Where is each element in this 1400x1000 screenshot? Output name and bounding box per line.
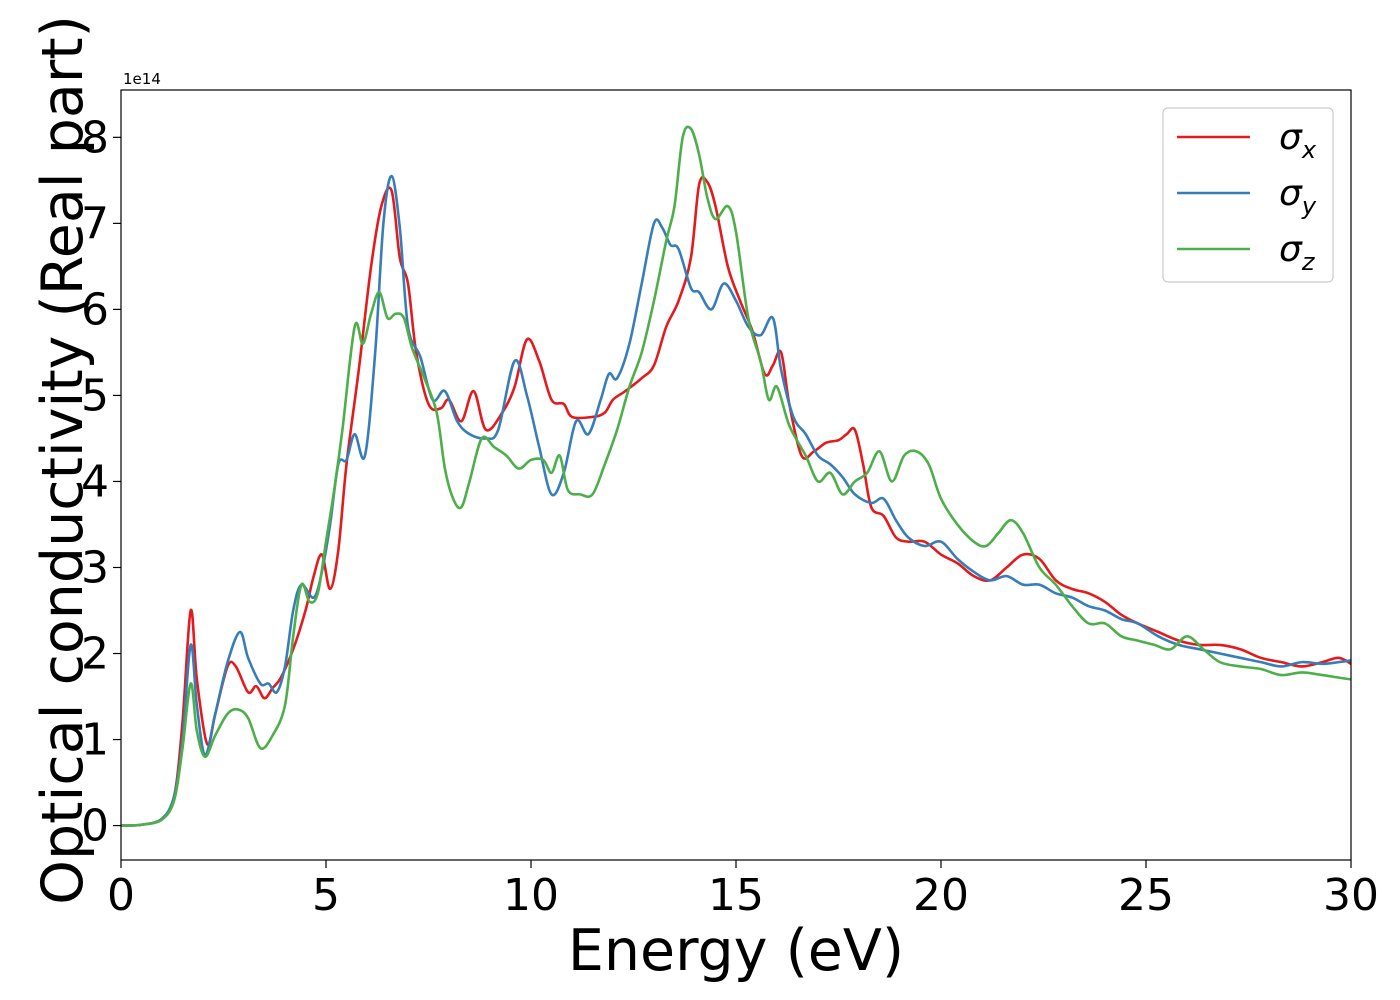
x-tick-label: 30 xyxy=(1323,870,1379,921)
y-tick-label: 5 xyxy=(81,370,109,421)
y-tick-label: 6 xyxy=(81,284,109,335)
y-tick-label: 7 xyxy=(81,198,109,249)
x-axis-title: Energy (eV) xyxy=(568,918,904,984)
x-tick-label: 5 xyxy=(312,870,340,921)
ticks-layer: 0 5 10 15 20 25 30 0 1 2 3 4 5 6 7 8 xyxy=(81,112,1379,921)
y-tick-label: 8 xyxy=(81,112,109,163)
series-line-y xyxy=(121,174,1351,827)
y-tick-label: 2 xyxy=(81,629,109,680)
y-axis-title: Optical conductivity (Real part) xyxy=(30,15,96,905)
y-tick-label: 3 xyxy=(81,542,109,593)
series-line-z xyxy=(121,125,1351,827)
x-tick-label: 10 xyxy=(503,870,559,921)
y-tick-label: 1 xyxy=(81,715,109,766)
y-tick-label: 0 xyxy=(81,801,109,852)
x-tick-label: 0 xyxy=(107,870,135,921)
y-offset-label: 1e14 xyxy=(123,70,161,88)
series-layer xyxy=(121,125,1351,827)
x-tick-label: 25 xyxy=(1118,870,1174,921)
x-tick-label: 15 xyxy=(708,870,764,921)
x-tick-label: 20 xyxy=(913,870,969,921)
legend-label-y: σy xyxy=(1279,173,1317,220)
y-tick-label: 4 xyxy=(81,456,109,507)
legend-box xyxy=(1162,107,1334,283)
